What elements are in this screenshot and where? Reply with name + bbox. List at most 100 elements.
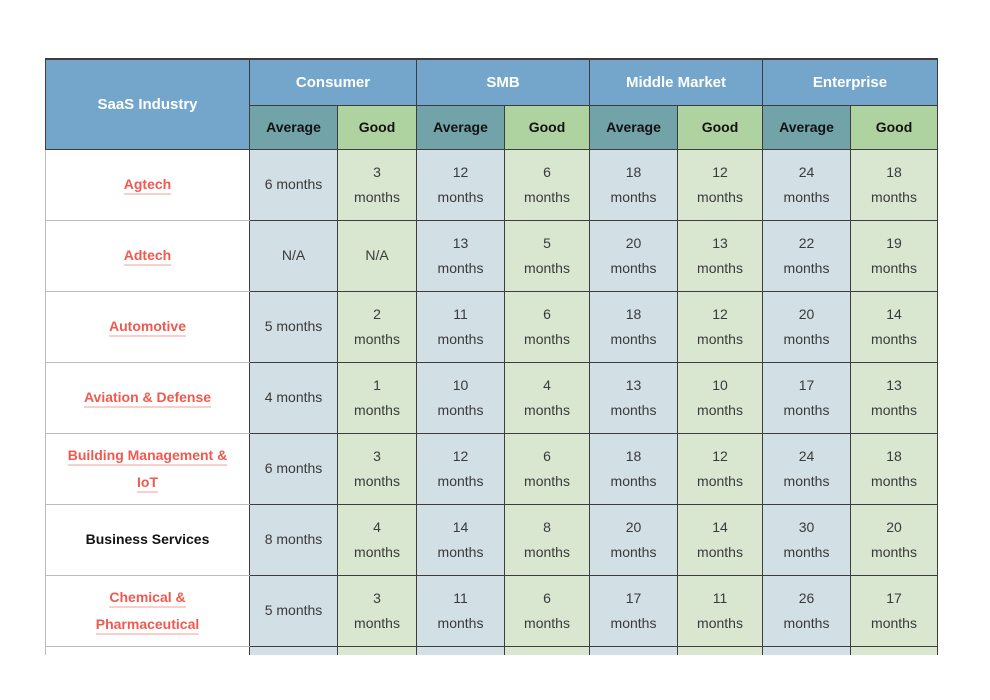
table-row-chemical-pharmaceutical: Chemical & Pharmaceutical 5 months 3 mon… xyxy=(45,574,939,647)
cell-smb-average: 12 months xyxy=(416,432,505,505)
cell-enterprise-average: 30 months xyxy=(762,503,851,576)
industry-cell: Agtech xyxy=(45,148,250,221)
table-row-business-services: Business Services 8 months 4 months 14 m… xyxy=(45,503,939,576)
cell-smb-good: 8 months xyxy=(504,503,590,576)
cell-enterprise-good: 20 months xyxy=(849,503,939,576)
cell-smb-good: 4 months xyxy=(504,361,590,434)
industry-label-business-services: Business Services xyxy=(85,531,210,547)
column-group-consumer: Consumer xyxy=(249,58,417,106)
cell-middle-market-good: 12 months xyxy=(677,290,763,363)
subheader-middle-market-average: Average xyxy=(589,104,678,150)
header-sub-row: Average Good Average Good Average Good A… xyxy=(46,104,939,150)
cell-smb-average: 11 months xyxy=(416,574,505,647)
column-group-smb: SMB xyxy=(416,58,590,106)
cell-consumer-average: 6 months xyxy=(249,148,338,221)
cell-middle-market-average: 20 months xyxy=(589,219,678,292)
cell-consumer-good: 1 months xyxy=(337,361,417,434)
cell-middle-market-average: 20 months xyxy=(589,503,678,576)
cell-enterprise-average: 26 months xyxy=(762,574,851,647)
table-row-building-management-iot: Building Management & IoT 6 months 3 mon… xyxy=(45,432,939,505)
cell-smb-good: 6 months xyxy=(504,290,590,363)
cell-middle-market-good: 12 months xyxy=(677,432,763,505)
cell-consumer-good: 2 months xyxy=(337,290,417,363)
column-header-saas-industry: SaaS Industry xyxy=(45,58,250,150)
cell-enterprise-average: 22 months xyxy=(762,219,851,292)
subheader-middle-market-good: Good xyxy=(677,104,763,150)
subheader-consumer-average: Average xyxy=(249,104,338,150)
industry-link-building-management-iot[interactable]: Building Management & IoT xyxy=(67,446,228,493)
cell-enterprise-good: 19 months xyxy=(849,219,939,292)
table-row-adtech: Adtech N/A N/A 13 months 5 months 20 mon… xyxy=(45,219,939,292)
cell-enterprise-good xyxy=(849,645,939,655)
cell-consumer-average xyxy=(249,645,338,655)
cell-enterprise-average: 24 months xyxy=(762,432,851,505)
subheader-smb-good: Good xyxy=(504,104,590,150)
subheader-enterprise-good: Good xyxy=(849,104,939,150)
cell-consumer-good: 3 months xyxy=(337,574,417,647)
cell-smb-good: 5 months xyxy=(504,219,590,292)
cell-smb-average: 10 months xyxy=(416,361,505,434)
cell-enterprise-good: 18 months xyxy=(849,148,939,221)
cell-smb-good: 6 months xyxy=(504,432,590,505)
table-row-aviation-defense: Aviation & Defense 4 months 1 months 10 … xyxy=(45,361,939,434)
subheader-enterprise-average: Average xyxy=(762,104,851,150)
cell-enterprise-average: 20 months xyxy=(762,290,851,363)
cell-enterprise-good: 18 months xyxy=(849,432,939,505)
industry-cell: Chemical & Pharmaceutical xyxy=(45,574,250,647)
cell-enterprise-good: 14 months xyxy=(849,290,939,363)
cell-enterprise-average: 17 months xyxy=(762,361,851,434)
cell-middle-market-average: 18 months xyxy=(589,432,678,505)
cell-consumer-good: 3 months xyxy=(337,432,417,505)
cell-middle-market-average: 13 months xyxy=(589,361,678,434)
cell-consumer-average: 8 months xyxy=(249,503,338,576)
table-row-partial xyxy=(45,645,939,655)
industry-cell: Business Services xyxy=(45,503,250,576)
cell-consumer-average: N/A xyxy=(249,219,338,292)
table-row-automotive: Automotive 5 months 2 months 11 months 6… xyxy=(45,290,939,363)
cell-smb-average: 13 months xyxy=(416,219,505,292)
cell-smb-good: 6 months xyxy=(504,148,590,221)
table-row-agtech: Agtech 6 months 3 months 12 months 6 mon… xyxy=(45,148,939,221)
cell-smb-average: 11 months xyxy=(416,290,505,363)
cell-middle-market-good: 11 months xyxy=(677,574,763,647)
industry-link-automotive[interactable]: Automotive xyxy=(109,318,186,337)
industry-cell: Automotive xyxy=(45,290,250,363)
cell-enterprise-good: 13 months xyxy=(849,361,939,434)
cell-consumer-good: 4 months xyxy=(337,503,417,576)
cell-smb-average xyxy=(416,645,505,655)
cell-middle-market-good: 10 months xyxy=(677,361,763,434)
cell-smb-good: 6 months xyxy=(504,574,590,647)
cell-smb-average: 12 months xyxy=(416,148,505,221)
column-group-middle-market: Middle Market xyxy=(589,58,763,106)
subheader-smb-average: Average xyxy=(416,104,505,150)
cell-consumer-good: N/A xyxy=(337,219,417,292)
cell-smb-good xyxy=(504,645,590,655)
cell-middle-market-average xyxy=(589,645,678,655)
cell-consumer-good: 3 months xyxy=(337,148,417,221)
cell-enterprise-average: 24 months xyxy=(762,148,851,221)
cell-middle-market-good: 12 months xyxy=(677,148,763,221)
cell-consumer-average: 5 months xyxy=(249,290,338,363)
saas-table-container: SaaS Industry Consumer SMB Middle Market… xyxy=(45,58,939,655)
subheader-consumer-good: Good xyxy=(337,104,417,150)
industry-cell: Building Management & IoT xyxy=(45,432,250,505)
cell-middle-market-average: 18 months xyxy=(589,148,678,221)
cell-consumer-average: 5 months xyxy=(249,574,338,647)
column-group-enterprise: Enterprise xyxy=(761,58,939,106)
cell-enterprise-average xyxy=(762,645,851,655)
cell-middle-market-good: 13 months xyxy=(677,219,763,292)
industry-cell: Adtech xyxy=(45,219,250,292)
industry-cell: Aviation & Defense xyxy=(45,361,250,434)
cell-middle-market-good: 14 months xyxy=(677,503,763,576)
cell-middle-market-average: 17 months xyxy=(589,574,678,647)
industry-link-aviation-defense[interactable]: Aviation & Defense xyxy=(83,389,212,408)
industry-link-agtech[interactable]: Agtech xyxy=(123,176,172,195)
industry-cell xyxy=(45,645,250,655)
cell-smb-average: 14 months xyxy=(416,503,505,576)
cell-middle-market-average: 18 months xyxy=(589,290,678,363)
industry-link-chemical-pharmaceutical[interactable]: Chemical & Pharmaceutical xyxy=(95,588,200,635)
cell-consumer-good xyxy=(337,645,417,655)
header-group-row: SaaS Industry Consumer SMB Middle Market… xyxy=(45,58,939,150)
saas-industry-table: SaaS Industry Consumer SMB Middle Market… xyxy=(45,58,939,655)
industry-link-adtech[interactable]: Adtech xyxy=(123,247,172,266)
